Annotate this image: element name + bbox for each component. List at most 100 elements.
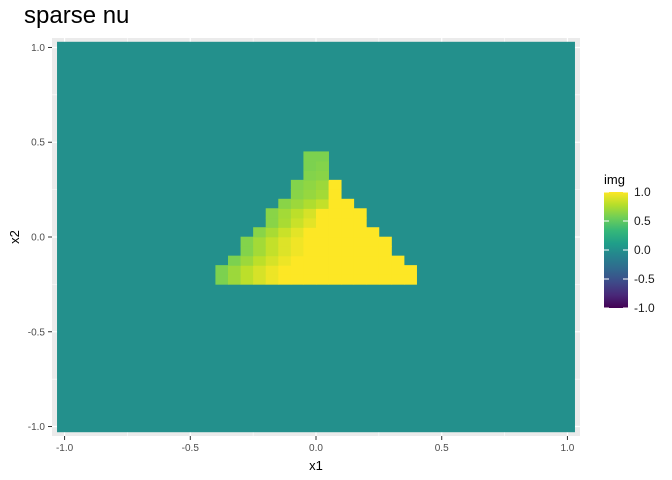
heatmap-cell — [391, 255, 405, 266]
heatmap-cell — [265, 208, 279, 219]
heatmap-cell — [328, 265, 342, 276]
x-tick-label: -0.5 — [182, 443, 200, 454]
heatmap-cell — [303, 265, 317, 276]
heatmap-cell — [366, 255, 380, 266]
heatmap-cell — [366, 236, 380, 247]
heatmap-cell — [353, 274, 367, 285]
x-axis-title: x1 — [309, 458, 323, 473]
heatmap-cell — [265, 265, 279, 276]
heatmap-cell — [341, 217, 355, 228]
heatmap-cell — [265, 227, 279, 238]
y-tick-label: -0.5 — [28, 327, 46, 338]
heatmap-cell — [278, 227, 292, 238]
heatmap-cell — [328, 198, 342, 209]
heatmap-cell — [404, 265, 417, 276]
colorbar-title: img — [604, 172, 625, 187]
heatmap-cell — [378, 246, 392, 257]
x-tick-label: 1.0 — [560, 443, 574, 454]
heatmap-cell — [303, 170, 317, 181]
heatmap-cell — [353, 227, 367, 238]
heatmap-cell — [290, 217, 304, 228]
colorbar-tick-label: -1.0 — [634, 301, 655, 315]
heatmap-cell — [228, 265, 241, 276]
colorbar-tick-label: -0.5 — [634, 272, 655, 286]
heatmap-cell — [341, 227, 355, 238]
heatmap-cell — [253, 265, 267, 276]
heatmap-cell — [341, 198, 355, 209]
heatmap-cell — [353, 246, 367, 257]
heatmap-cell — [316, 170, 329, 181]
heatmap-cell — [265, 246, 279, 257]
heatmap-cell — [328, 236, 342, 247]
y-tick-label: 0.0 — [31, 233, 45, 244]
y-tick-label: 0.5 — [31, 138, 45, 149]
x-tick-label: 0.5 — [435, 443, 449, 454]
heatmap-cell — [290, 208, 304, 219]
heatmap-cell — [316, 236, 329, 247]
colorbar-tick-label: 0.0 — [634, 243, 651, 257]
heatmap-cell — [265, 274, 279, 285]
heatmap-cell — [253, 274, 267, 285]
heatmap-cell — [303, 198, 317, 209]
heatmap-cell — [378, 236, 392, 247]
heatmap-cell — [366, 274, 380, 285]
heatmap-cell — [378, 255, 392, 266]
heatmap-cell — [316, 208, 329, 219]
heatmap-cell — [253, 227, 267, 238]
heatmap-cell — [328, 227, 342, 238]
heatmap-cell — [328, 189, 342, 200]
x-tick-label: -1.0 — [56, 443, 74, 454]
heatmap-cell — [378, 265, 392, 276]
heatmap-cell — [228, 255, 241, 266]
heatmap-cell — [290, 179, 304, 190]
colorbar-tick-label: 0.5 — [634, 214, 651, 228]
y-tick-label: 1.0 — [31, 43, 45, 54]
y-axis-ticks: -1.0 -0.5 0.0 0.5 1.0 — [28, 43, 52, 433]
heatmap-cell — [341, 274, 355, 285]
heatmap-cell — [378, 274, 392, 285]
heatmap-cell — [265, 255, 279, 266]
heatmap-cell — [290, 227, 304, 238]
heatmap-cell — [391, 274, 405, 285]
heatmap-cell — [253, 255, 267, 266]
heatmap-cell — [278, 265, 292, 276]
heatmap-cell — [303, 189, 317, 200]
heatmap-cell — [215, 265, 229, 276]
heatmap-cell — [391, 265, 405, 276]
heatmap-cell — [303, 179, 317, 190]
heatmap-cell — [278, 236, 292, 247]
colorbar-legend: img 1.0 0.5 0.0 -0.5 -1.0 — [604, 172, 655, 315]
heatmap-cell — [341, 236, 355, 247]
heatmap-cell — [290, 255, 304, 266]
heatmap-cell — [290, 265, 304, 276]
heatmap-cell — [278, 255, 292, 266]
heatmap-cell — [328, 246, 342, 257]
heatmap-cell — [341, 265, 355, 276]
heatmap-cell — [366, 227, 380, 238]
heatmap-cell — [290, 246, 304, 257]
heatmap-cell — [353, 255, 367, 266]
heatmap-cell — [316, 198, 329, 209]
heatmap-cell — [316, 179, 329, 190]
heatmap-cells — [57, 41, 575, 433]
heatmap-cell — [353, 217, 367, 228]
heatmap-cell — [290, 274, 304, 285]
heatmap-cell — [353, 208, 367, 219]
heatmap-cell — [366, 265, 380, 276]
heatmap-cell — [303, 208, 317, 219]
x-axis-ticks: -1.0 -0.5 0.0 0.5 1.0 — [56, 436, 575, 454]
heatmap-cell — [240, 265, 254, 276]
x-tick-label: 0.0 — [309, 443, 323, 454]
y-axis-title: x2 — [7, 230, 22, 244]
heatmap-cell — [240, 236, 254, 247]
heatmap-cell — [328, 274, 342, 285]
heatmap-cell — [316, 217, 329, 228]
heatmap-cell — [328, 208, 342, 219]
heatmap-cell — [278, 274, 292, 285]
heatmap-cell — [240, 246, 254, 257]
heatmap-cell — [240, 274, 254, 285]
heatmap-cell — [353, 265, 367, 276]
heatmap-cell — [228, 274, 241, 285]
heatmap-cell — [253, 236, 267, 247]
